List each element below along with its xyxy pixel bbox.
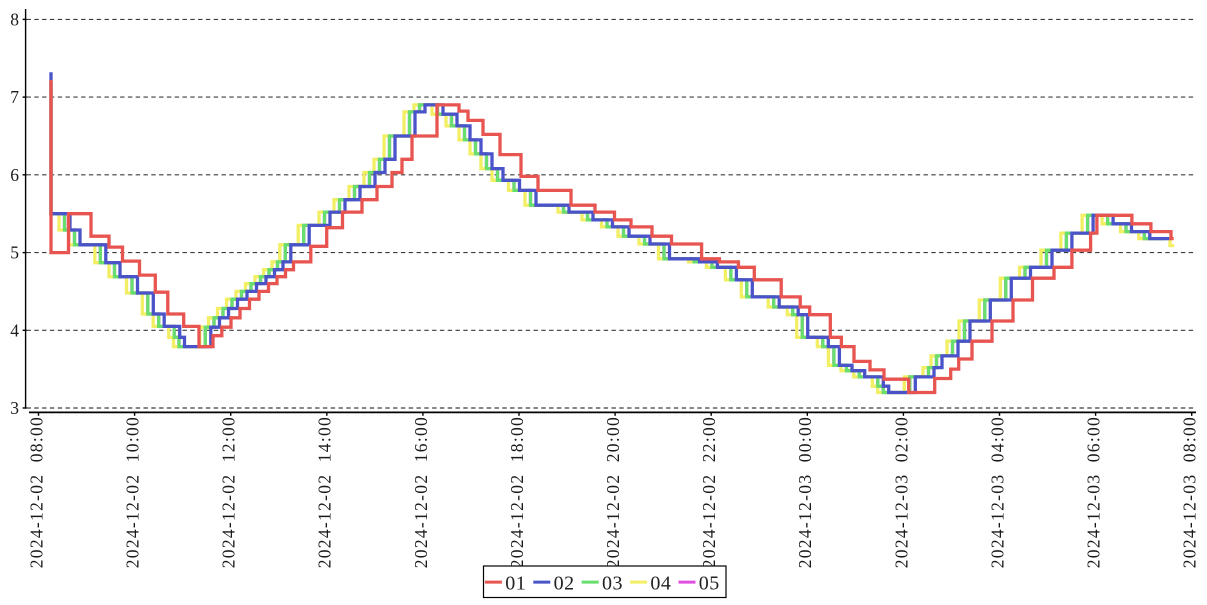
svg-text:05: 05 (699, 572, 720, 594)
svg-text:2024-12-02 10:00: 2024-12-02 10:00 (123, 416, 143, 568)
svg-text:6: 6 (10, 165, 19, 185)
svg-text:03: 03 (602, 572, 623, 594)
svg-text:2024-12-03 00:00: 2024-12-03 00:00 (795, 416, 815, 568)
svg-text:2024-12-02 18:00: 2024-12-02 18:00 (507, 416, 527, 568)
svg-text:01: 01 (505, 572, 526, 594)
svg-text:2024-12-02 16:00: 2024-12-02 16:00 (411, 416, 431, 568)
svg-text:2024-12-02 12:00: 2024-12-02 12:00 (219, 416, 239, 568)
svg-text:4: 4 (10, 320, 19, 340)
svg-text:8: 8 (10, 9, 19, 29)
svg-text:5: 5 (10, 243, 19, 263)
svg-text:3: 3 (10, 398, 19, 418)
svg-text:02: 02 (554, 572, 575, 594)
svg-text:7: 7 (10, 87, 19, 107)
svg-text:2024-12-03 04:00: 2024-12-03 04:00 (987, 416, 1007, 568)
svg-text:2024-12-02 22:00: 2024-12-02 22:00 (699, 416, 719, 568)
svg-text:2024-12-03 08:00: 2024-12-03 08:00 (1180, 416, 1200, 568)
svg-text:04: 04 (650, 572, 671, 594)
svg-text:2024-12-03 02:00: 2024-12-03 02:00 (891, 416, 911, 568)
svg-text:2024-12-02 20:00: 2024-12-02 20:00 (603, 416, 623, 568)
svg-text:2024-12-02 08:00: 2024-12-02 08:00 (26, 416, 46, 568)
svg-text:2024-12-02 14:00: 2024-12-02 14:00 (315, 416, 335, 568)
svg-text:2024-12-03 06:00: 2024-12-03 06:00 (1084, 416, 1104, 568)
